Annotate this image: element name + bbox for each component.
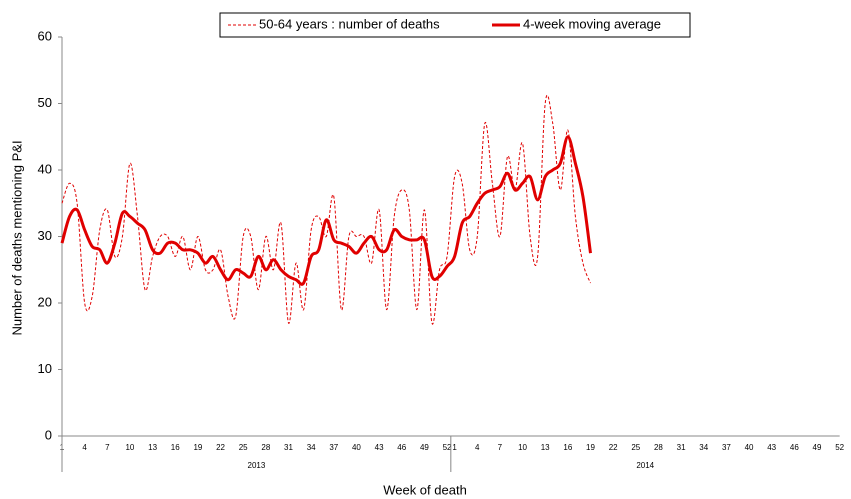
- y-tick-label: 50: [38, 95, 52, 110]
- x-tick-label: 16: [171, 443, 180, 452]
- legend-label: 50-64 years : number of deaths: [259, 16, 440, 31]
- x-tick-label: 22: [216, 443, 225, 452]
- y-tick-label: 20: [38, 294, 52, 309]
- y-tick-label: 60: [38, 28, 52, 43]
- series-line: [60, 135, 592, 286]
- x-tick-label: 19: [193, 443, 202, 452]
- x-tick-label: 43: [375, 443, 384, 452]
- x-tick-label: 25: [631, 443, 640, 452]
- x-tick-label: 7: [498, 443, 503, 452]
- legend-label: 4-week moving average: [523, 16, 661, 31]
- x-tick-label: 1: [452, 443, 457, 452]
- y-tick-label: 10: [38, 361, 52, 376]
- group-label: 2013: [248, 461, 266, 470]
- legend-box: [219, 12, 691, 38]
- x-tick-label: 43: [767, 443, 776, 452]
- series-line: [61, 94, 591, 325]
- x-tick-label: 13: [541, 443, 550, 452]
- x-tick-label: 37: [722, 443, 731, 452]
- x-tick-label: 19: [586, 443, 595, 452]
- x-tick-label: 10: [125, 443, 134, 452]
- y-axis-label: Number of deaths mentioning P&I: [9, 140, 24, 335]
- x-tick-label: 28: [654, 443, 663, 452]
- x-tick-label: 52: [835, 443, 844, 452]
- x-tick-label: 34: [307, 443, 316, 452]
- x-tick-label: 16: [563, 443, 572, 452]
- x-tick-label: 4: [82, 443, 87, 452]
- group-label: 2014: [636, 461, 654, 470]
- x-tick-label: 46: [790, 443, 799, 452]
- x-tick-label: 13: [148, 443, 157, 452]
- x-tick-label: 28: [261, 443, 270, 452]
- x-tick-label: 22: [609, 443, 618, 452]
- x-tick-label: 31: [284, 443, 293, 452]
- x-tick-label: 34: [699, 443, 708, 452]
- x-tick-label: 7: [105, 443, 110, 452]
- y-tick-label: 0: [45, 427, 52, 442]
- x-tick-label: 46: [397, 443, 406, 452]
- x-tick-label: 31: [677, 443, 686, 452]
- y-tick-label: 40: [38, 161, 52, 176]
- x-tick-label: 40: [352, 443, 361, 452]
- x-tick-label: 37: [329, 443, 338, 452]
- x-tick-label: 10: [518, 443, 527, 452]
- x-tick-label: 49: [420, 443, 429, 452]
- x-tick-label: 4: [475, 443, 480, 452]
- y-tick-label: 30: [38, 228, 52, 243]
- x-tick-label: 49: [813, 443, 822, 452]
- x-tick-label: 40: [745, 443, 754, 452]
- x-axis-label: Week of death: [383, 482, 467, 497]
- x-tick-label: 25: [239, 443, 248, 452]
- x-tick-label: 52: [443, 443, 452, 452]
